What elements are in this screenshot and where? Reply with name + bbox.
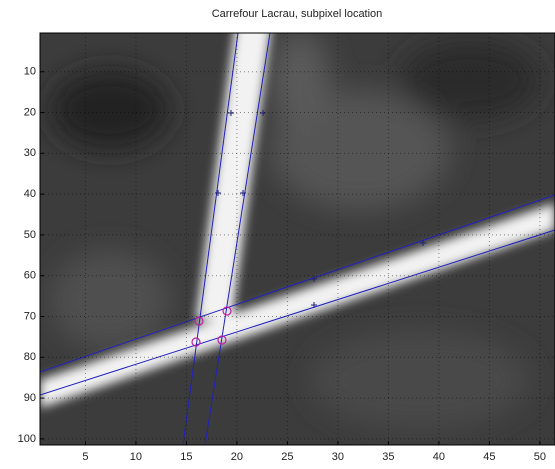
- x-tick-label: 45: [483, 451, 495, 463]
- y-tick-label: 100: [18, 433, 36, 445]
- x-tick-label: 5: [82, 451, 88, 463]
- y-tick-label: 20: [24, 106, 36, 118]
- y-tick-label: 10: [24, 66, 36, 78]
- y-tick-label: 40: [24, 188, 36, 200]
- x-tick-label: 50: [534, 451, 546, 463]
- x-tick-label: 25: [281, 451, 293, 463]
- y-tick-label: 60: [24, 270, 36, 282]
- y-tick-label: 50: [24, 229, 36, 241]
- x-tick-label: 15: [180, 451, 192, 463]
- y-tick-label: 90: [24, 392, 36, 404]
- plot-frame: [39, 32, 555, 446]
- y-tick-label: 70: [24, 310, 36, 322]
- x-tick-label: 20: [231, 451, 243, 463]
- chart-title: Carrefour Lacrau, subpixel location: [212, 8, 383, 20]
- y-tick-label: 80: [24, 351, 36, 363]
- image: [40, 33, 555, 445]
- y-tick-label: 30: [24, 147, 36, 159]
- x-tick-label: 10: [130, 451, 142, 463]
- x-tick-label: 30: [332, 451, 344, 463]
- x-tick-label: 40: [433, 451, 445, 463]
- x-tick-label: 35: [382, 451, 394, 463]
